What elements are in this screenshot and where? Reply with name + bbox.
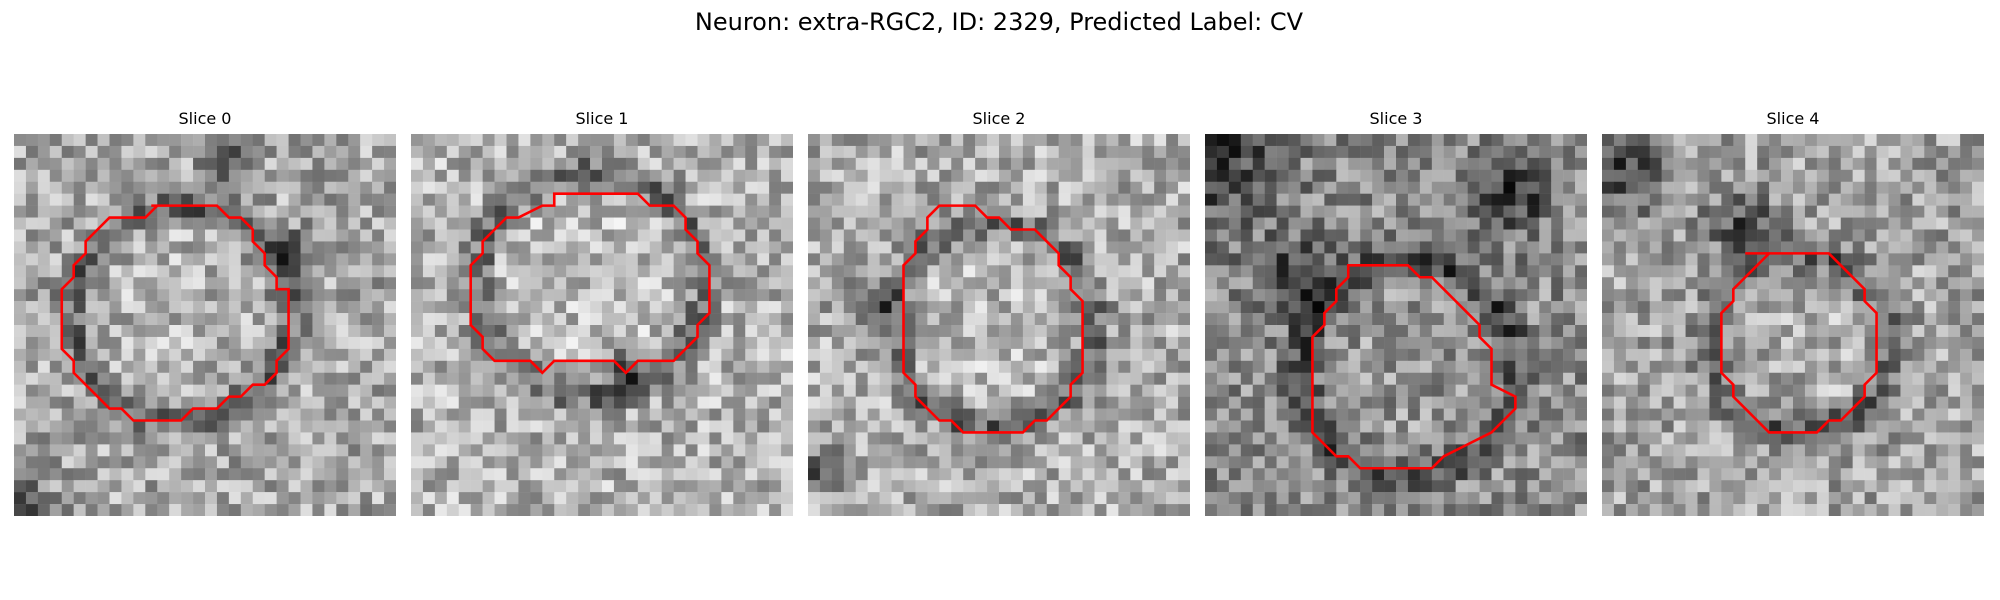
slice-image	[1602, 134, 1984, 516]
slice-panel-2: Slice 2	[808, 0, 1190, 600]
slice-panel-3: Slice 3	[1205, 0, 1587, 600]
slice-panel-0: Slice 0	[14, 0, 396, 600]
slice-title: Slice 1	[575, 109, 629, 128]
slice-image	[411, 134, 793, 516]
segmentation-contour	[1312, 265, 1515, 468]
slice-title: Slice 4	[1766, 109, 1820, 128]
segmentation-contour	[471, 194, 710, 373]
slice-image	[14, 134, 396, 516]
slice-panel-4: Slice 4	[1602, 0, 1984, 600]
figure-title: Neuron: extra-RGC2, ID: 2329, Predicted …	[694, 8, 1304, 36]
slice-panel-1: Slice 1	[411, 0, 793, 600]
slice-title: Slice 0	[178, 109, 232, 128]
segmentation-contour	[904, 206, 1083, 433]
slice-image	[1205, 134, 1587, 516]
segmentation-contour	[1721, 253, 1876, 432]
segmentation-contour	[62, 206, 289, 421]
slice-title: Slice 3	[1369, 109, 1423, 128]
slice-image	[808, 134, 1190, 516]
slice-title: Slice 2	[972, 109, 1026, 128]
